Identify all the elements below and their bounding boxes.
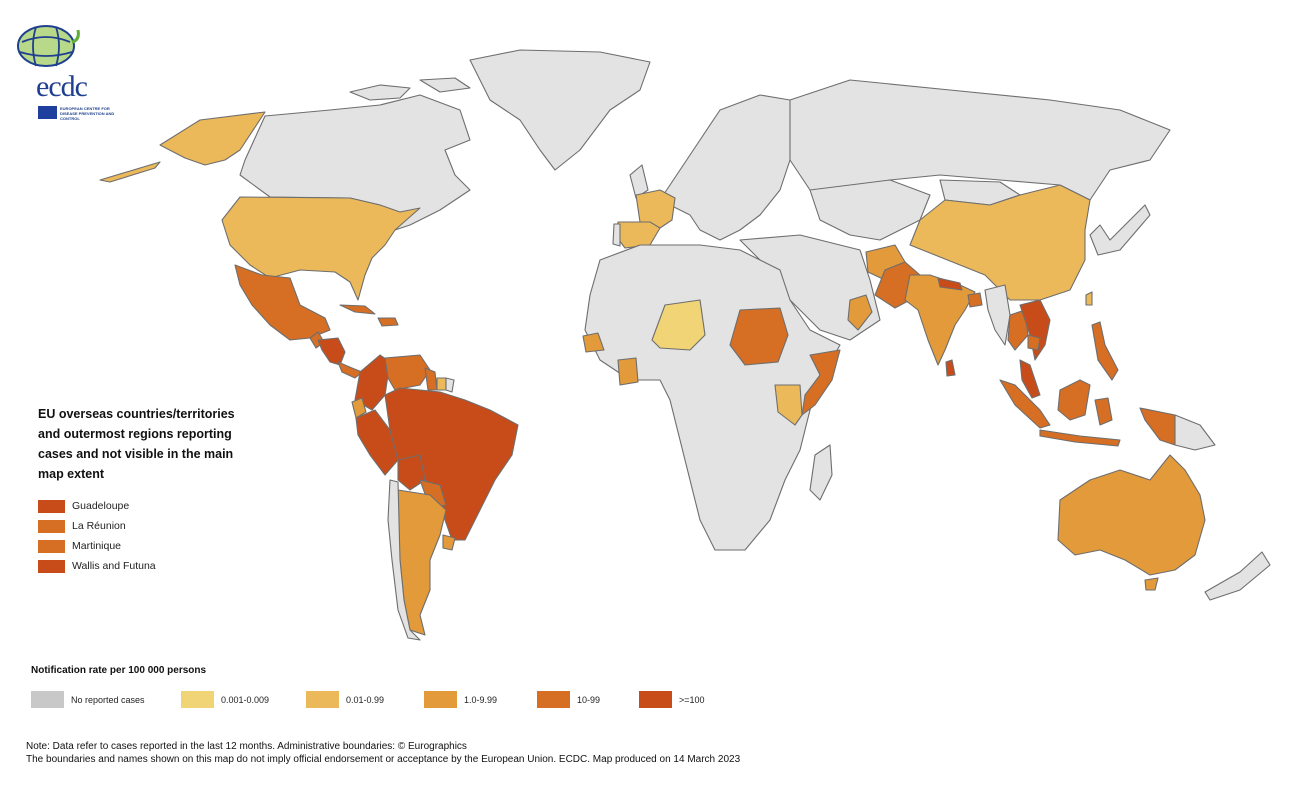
country-suriname (436, 377, 447, 391)
legend-item-c4: >=100 (639, 691, 705, 708)
legend-item-c0: 0.001-0.009 (181, 691, 306, 708)
country-guyana (424, 367, 438, 391)
legend-label: No reported cases (71, 694, 145, 705)
overseas-legend-label: Martinique (72, 540, 122, 552)
legend-item-c3: 10-99 (537, 691, 639, 708)
ecdc-logo: ecdc EUROPEAN CENTRE FOR DISEASE PREVENT… (8, 18, 118, 121)
country-taiwan (1085, 291, 1093, 306)
color-swatch (306, 691, 339, 708)
country-cuba (339, 304, 376, 315)
country-bolivia (397, 454, 426, 491)
country-spain (615, 221, 661, 249)
country-malaysia-peninsula (1019, 359, 1041, 399)
country-cambodia (1027, 334, 1041, 351)
color-swatch (537, 691, 570, 708)
country-indonesia-java (1039, 429, 1121, 447)
legend-label: >=100 (679, 694, 705, 705)
rate-legend: No reported cases 0.001-0.009 0.01-0.99 … (31, 691, 705, 708)
color-swatch (38, 499, 65, 513)
country-honduras-nicaragua (317, 337, 346, 366)
footnote-line-1: Note: Data refer to cases reported in th… (26, 741, 467, 752)
legend-label: 1.0-9.99 (464, 694, 498, 705)
legend-title: Notification rate per 100 000 persons (31, 665, 207, 676)
region-europe (659, 94, 801, 241)
country-dominican-republic (377, 317, 399, 327)
country-japan-korea (1089, 204, 1151, 256)
country-french-guiana (445, 377, 455, 393)
logo-subtitle: EUROPEAN CENTRE FOR DISEASE PREVENTION A… (60, 106, 115, 121)
overseas-legend-title: EU overseas countries/territories and ou… (38, 407, 235, 481)
country-sulawesi (1094, 397, 1113, 426)
color-swatch (38, 519, 65, 533)
overseas-legend-item: La Réunion (38, 516, 248, 536)
country-bangladesh (967, 292, 983, 308)
color-swatch (181, 691, 214, 708)
country-india (904, 274, 976, 366)
country-somalia (801, 349, 841, 416)
logo-brand-text: ecdc (36, 70, 88, 103)
country-kenya (774, 384, 803, 426)
country-oman (847, 294, 873, 331)
color-swatch (639, 691, 672, 708)
country-papua-indonesia (1139, 407, 1176, 446)
country-borneo (1057, 379, 1091, 421)
country-philippines (1091, 321, 1119, 381)
country-myanmar (984, 284, 1011, 346)
legend-label: 10-99 (577, 694, 601, 705)
legend-item-c2: 1.0-9.99 (424, 691, 537, 708)
overseas-regions-legend: EU overseas countries/territories and ou… (38, 404, 248, 576)
color-swatch (38, 539, 65, 553)
country-greenland (469, 49, 651, 171)
country-uruguay (442, 534, 456, 551)
country-china (909, 184, 1091, 301)
legend-item-no-cases: No reported cases (31, 691, 181, 708)
country-united-states (221, 196, 421, 301)
overseas-legend-item: Martinique (38, 536, 248, 556)
legend-label: 0.01-0.99 (346, 694, 385, 705)
eu-flag-icon (38, 106, 57, 119)
country-cote-divoire (617, 357, 639, 386)
country-chile (387, 479, 421, 641)
country-canada-arctic (349, 77, 471, 101)
country-niger (651, 299, 706, 351)
legend-label: 0.001-0.009 (221, 694, 270, 705)
country-papua-new-guinea (1174, 414, 1216, 451)
country-tasmania (1144, 577, 1159, 591)
country-mexico (234, 264, 331, 341)
footnote: Note: Data refer to cases reported in th… (26, 740, 740, 766)
country-madagascar (809, 444, 833, 501)
legend-item-c1: 0.01-0.99 (306, 691, 424, 708)
country-ecuador (351, 397, 367, 419)
overseas-legend-item: Wallis and Futuna (38, 556, 248, 576)
country-indonesia-sumatra (999, 379, 1051, 429)
country-kazakhstan-central-asia (809, 179, 931, 241)
overseas-legend-item: Guadeloupe (38, 496, 248, 516)
overseas-legend-label: Guadeloupe (72, 500, 130, 512)
country-venezuela (384, 354, 431, 391)
country-peru (355, 409, 399, 476)
globe-logo-icon (17, 25, 80, 67)
country-new-zealand (1204, 551, 1271, 601)
country-sudan (729, 307, 789, 366)
overseas-legend-label: La Réunion (72, 520, 126, 532)
color-swatch (424, 691, 457, 708)
color-swatch (31, 691, 64, 708)
country-uk (629, 164, 649, 199)
country-portugal (612, 223, 621, 247)
country-sri-lanka (945, 359, 956, 377)
overseas-legend-label: Wallis and Futuna (72, 560, 156, 572)
country-nepal (937, 277, 963, 291)
country-senegal (582, 332, 605, 353)
footnote-line-2: The boundaries and names shown on this m… (26, 754, 741, 765)
country-australia (1057, 454, 1206, 576)
country-alaska (99, 111, 266, 183)
country-costa-rica-panama (337, 361, 363, 379)
color-swatch (38, 559, 65, 573)
country-canada (239, 94, 471, 231)
